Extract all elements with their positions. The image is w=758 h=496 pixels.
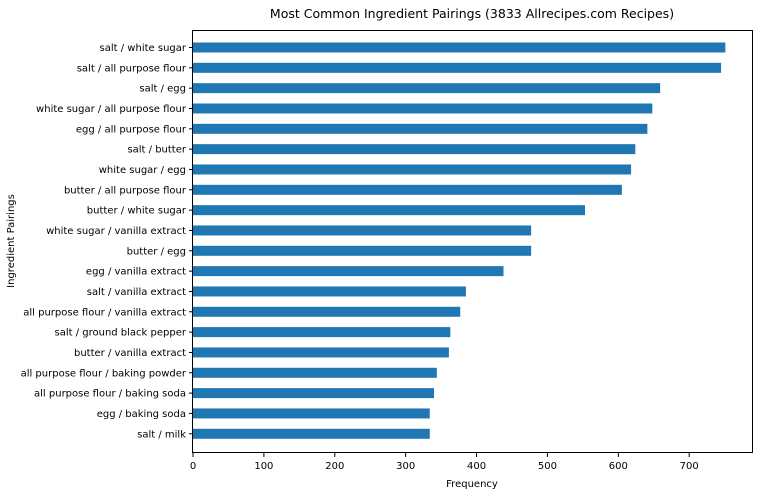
y-tick-labels: salt / white sugar salt / all purpose flo… [21, 43, 193, 440]
y-tick-label: salt / ground black pepper [54, 328, 186, 339]
y-tick-label: salt / egg [139, 84, 186, 95]
bar [193, 286, 466, 297]
x-tick-label: 700 [680, 461, 699, 472]
y-tick-label: salt / white sugar [100, 43, 187, 54]
y-tick-label: butter / egg [127, 246, 186, 257]
bar [193, 42, 726, 53]
plot-frame [192, 30, 753, 453]
bar [193, 266, 504, 277]
y-tick-label: salt / butter [127, 145, 186, 156]
y-tick-label: salt / all purpose flour [77, 63, 187, 74]
bar [193, 347, 449, 358]
bar [193, 205, 585, 216]
bar [193, 83, 661, 94]
bars-group [193, 42, 726, 439]
bar [193, 164, 632, 175]
y-tick-label: salt / milk [137, 429, 186, 440]
bar [193, 408, 430, 419]
y-tick-label: white sugar / vanilla extract [46, 226, 186, 237]
y-tick-label: egg / all purpose flour [76, 124, 187, 135]
y-axis-label: Ingredient Pairings [6, 194, 17, 288]
bar [193, 428, 430, 439]
bar [193, 62, 722, 73]
x-tick-label: 600 [609, 461, 628, 472]
x-tick-label: 100 [254, 461, 273, 472]
x-tick-label: 300 [396, 461, 415, 472]
y-tick-label: all purpose flour / vanilla extract [23, 307, 186, 318]
x-tick-label: 200 [325, 461, 344, 472]
bar [193, 327, 451, 338]
y-tick-label: all purpose flour / baking powder [21, 368, 187, 379]
bar [193, 103, 653, 114]
x-tick-label: 0 [190, 461, 196, 472]
bar [193, 144, 636, 155]
y-tick-label: egg / baking soda [97, 409, 186, 420]
bar [193, 306, 461, 317]
y-tick-label: butter / white sugar [87, 206, 187, 217]
bar [193, 225, 532, 236]
y-tick-label: egg / vanilla extract [86, 267, 186, 278]
chart-title: Most Common Ingredient Pairings (3833 Al… [270, 6, 674, 21]
y-tick-label: salt / vanilla extract [87, 287, 186, 298]
y-tick-label: white sugar / all purpose flour [36, 104, 187, 115]
bar [193, 123, 648, 134]
bar [193, 388, 435, 399]
x-tick-labels: 0 100 200 300 400 500 600 700 [190, 453, 699, 472]
y-tick-label: butter / all purpose flour [64, 185, 187, 196]
bar [193, 367, 437, 378]
y-tick-label: white sugar / egg [99, 165, 186, 176]
bar [193, 245, 532, 256]
x-tick-label: 400 [467, 461, 486, 472]
bar [193, 184, 622, 195]
y-tick-label: butter / vanilla extract [74, 348, 186, 359]
y-tick-label: all purpose flour / baking soda [34, 389, 186, 400]
x-tick-label: 500 [538, 461, 557, 472]
x-axis-label: Frequency [446, 479, 498, 490]
